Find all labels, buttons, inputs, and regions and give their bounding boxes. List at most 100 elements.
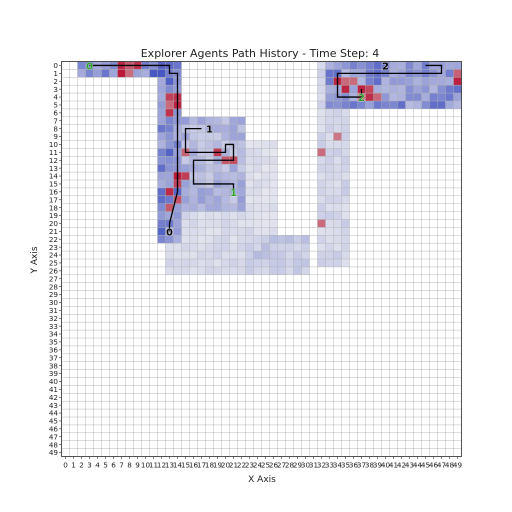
heat-cell [261, 148, 270, 157]
heat-cell [389, 77, 398, 86]
x-tick-label: 20 [221, 461, 231, 470]
x-tick-label: 14 [173, 461, 183, 470]
heat-cell [77, 69, 86, 78]
heat-cell [237, 116, 246, 125]
heat-cell [245, 211, 254, 220]
heat-cell [237, 187, 246, 196]
heat-cell [261, 227, 270, 236]
heat-cell [157, 116, 166, 125]
y-tick-label: 16 [49, 187, 59, 196]
heat-cell [397, 101, 406, 109]
agent-path-2 [336, 64, 443, 98]
heat-cell [317, 243, 326, 252]
heat-cell [253, 227, 262, 236]
heat-cell [397, 61, 406, 70]
heat-cell [261, 164, 270, 173]
heat-cell [301, 243, 310, 252]
heat-cell [205, 243, 214, 252]
chart-title: Explorer Agents Path History - Time Step… [141, 47, 380, 60]
x-tick-label: 31 [309, 461, 318, 470]
heat-cell [341, 156, 350, 165]
x-tick-label: 19 [213, 461, 223, 470]
heat-cell [221, 164, 230, 173]
heat-cell [181, 164, 190, 173]
heat-cell [181, 219, 190, 228]
heat-cell [341, 251, 350, 259]
heat-cell [157, 172, 166, 180]
heat-cell [261, 259, 270, 267]
heat-cell [253, 243, 262, 252]
heat-cell [229, 124, 238, 133]
heat-cell [269, 140, 278, 149]
y-tick-label: 10 [49, 140, 59, 149]
y-tick-labels: 0123456789101112131415161718192021222324… [49, 61, 62, 457]
heat-cell [213, 203, 222, 212]
heat-cell [349, 85, 358, 94]
heat-cell [213, 172, 222, 180]
heat-cell [333, 148, 342, 157]
heat-cell [373, 61, 382, 70]
heat-cell [365, 61, 374, 70]
heat-cell [357, 61, 366, 70]
heat-cell [357, 77, 366, 86]
x-tick-label: 12 [157, 461, 166, 470]
heat-cell [189, 211, 198, 220]
heat-cell [229, 116, 238, 125]
heat-cell [229, 235, 238, 244]
heat-cell [165, 85, 174, 94]
x-tick-label: 26 [269, 461, 279, 470]
heat-cell [173, 259, 182, 267]
heat-cell [301, 259, 310, 267]
heat-cell [261, 266, 270, 275]
heat-cell [149, 69, 158, 78]
heat-cell [109, 69, 118, 78]
heat-cell [165, 172, 174, 180]
y-tick-label: 19 [49, 211, 59, 220]
heat-cell [317, 116, 326, 125]
heat-cell [373, 93, 382, 101]
heat-cell [189, 227, 198, 236]
heat-cell [381, 101, 390, 109]
heat-cell [245, 164, 254, 173]
heat-cell [189, 243, 198, 252]
heat-cell [237, 219, 246, 228]
x-tick-label: 48 [445, 461, 455, 470]
heat-cell [453, 93, 462, 101]
heat-cell [221, 172, 230, 180]
heat-cell [285, 259, 294, 267]
heat-cell [221, 211, 230, 220]
heat-cell [341, 227, 350, 236]
heat-cell [181, 227, 190, 236]
heat-cell [421, 101, 430, 109]
heat-cell [317, 101, 326, 109]
heat-cell [325, 172, 334, 180]
heat-cell [269, 259, 278, 267]
heat-cell [341, 243, 350, 252]
y-tick-label: 9 [53, 132, 58, 141]
heat-cell [389, 101, 398, 109]
heat-cell [205, 259, 214, 267]
heat-cell [205, 227, 214, 236]
heat-cell [165, 116, 174, 125]
heat-cell [181, 251, 190, 259]
heat-cell [413, 85, 422, 94]
heat-cell [325, 140, 334, 149]
heat-cell [261, 211, 270, 220]
heat-cell [253, 187, 262, 196]
path-layer [89, 64, 443, 232]
heat-cell [325, 164, 334, 173]
heat-cell [213, 243, 222, 252]
heat-cell [333, 187, 342, 196]
heat-cell [341, 140, 350, 149]
heat-cell [381, 93, 390, 101]
heat-cell [341, 108, 350, 117]
heat-cell [205, 172, 214, 180]
heat-cell [197, 266, 206, 275]
x-tick-label: 15 [181, 461, 190, 470]
heat-cell [285, 243, 294, 252]
y-tick-label: 36 [49, 345, 59, 354]
y-tick-label: 20 [49, 219, 59, 228]
heat-cell [237, 259, 246, 267]
heat-cell [157, 195, 166, 204]
heat-cell [205, 132, 214, 141]
